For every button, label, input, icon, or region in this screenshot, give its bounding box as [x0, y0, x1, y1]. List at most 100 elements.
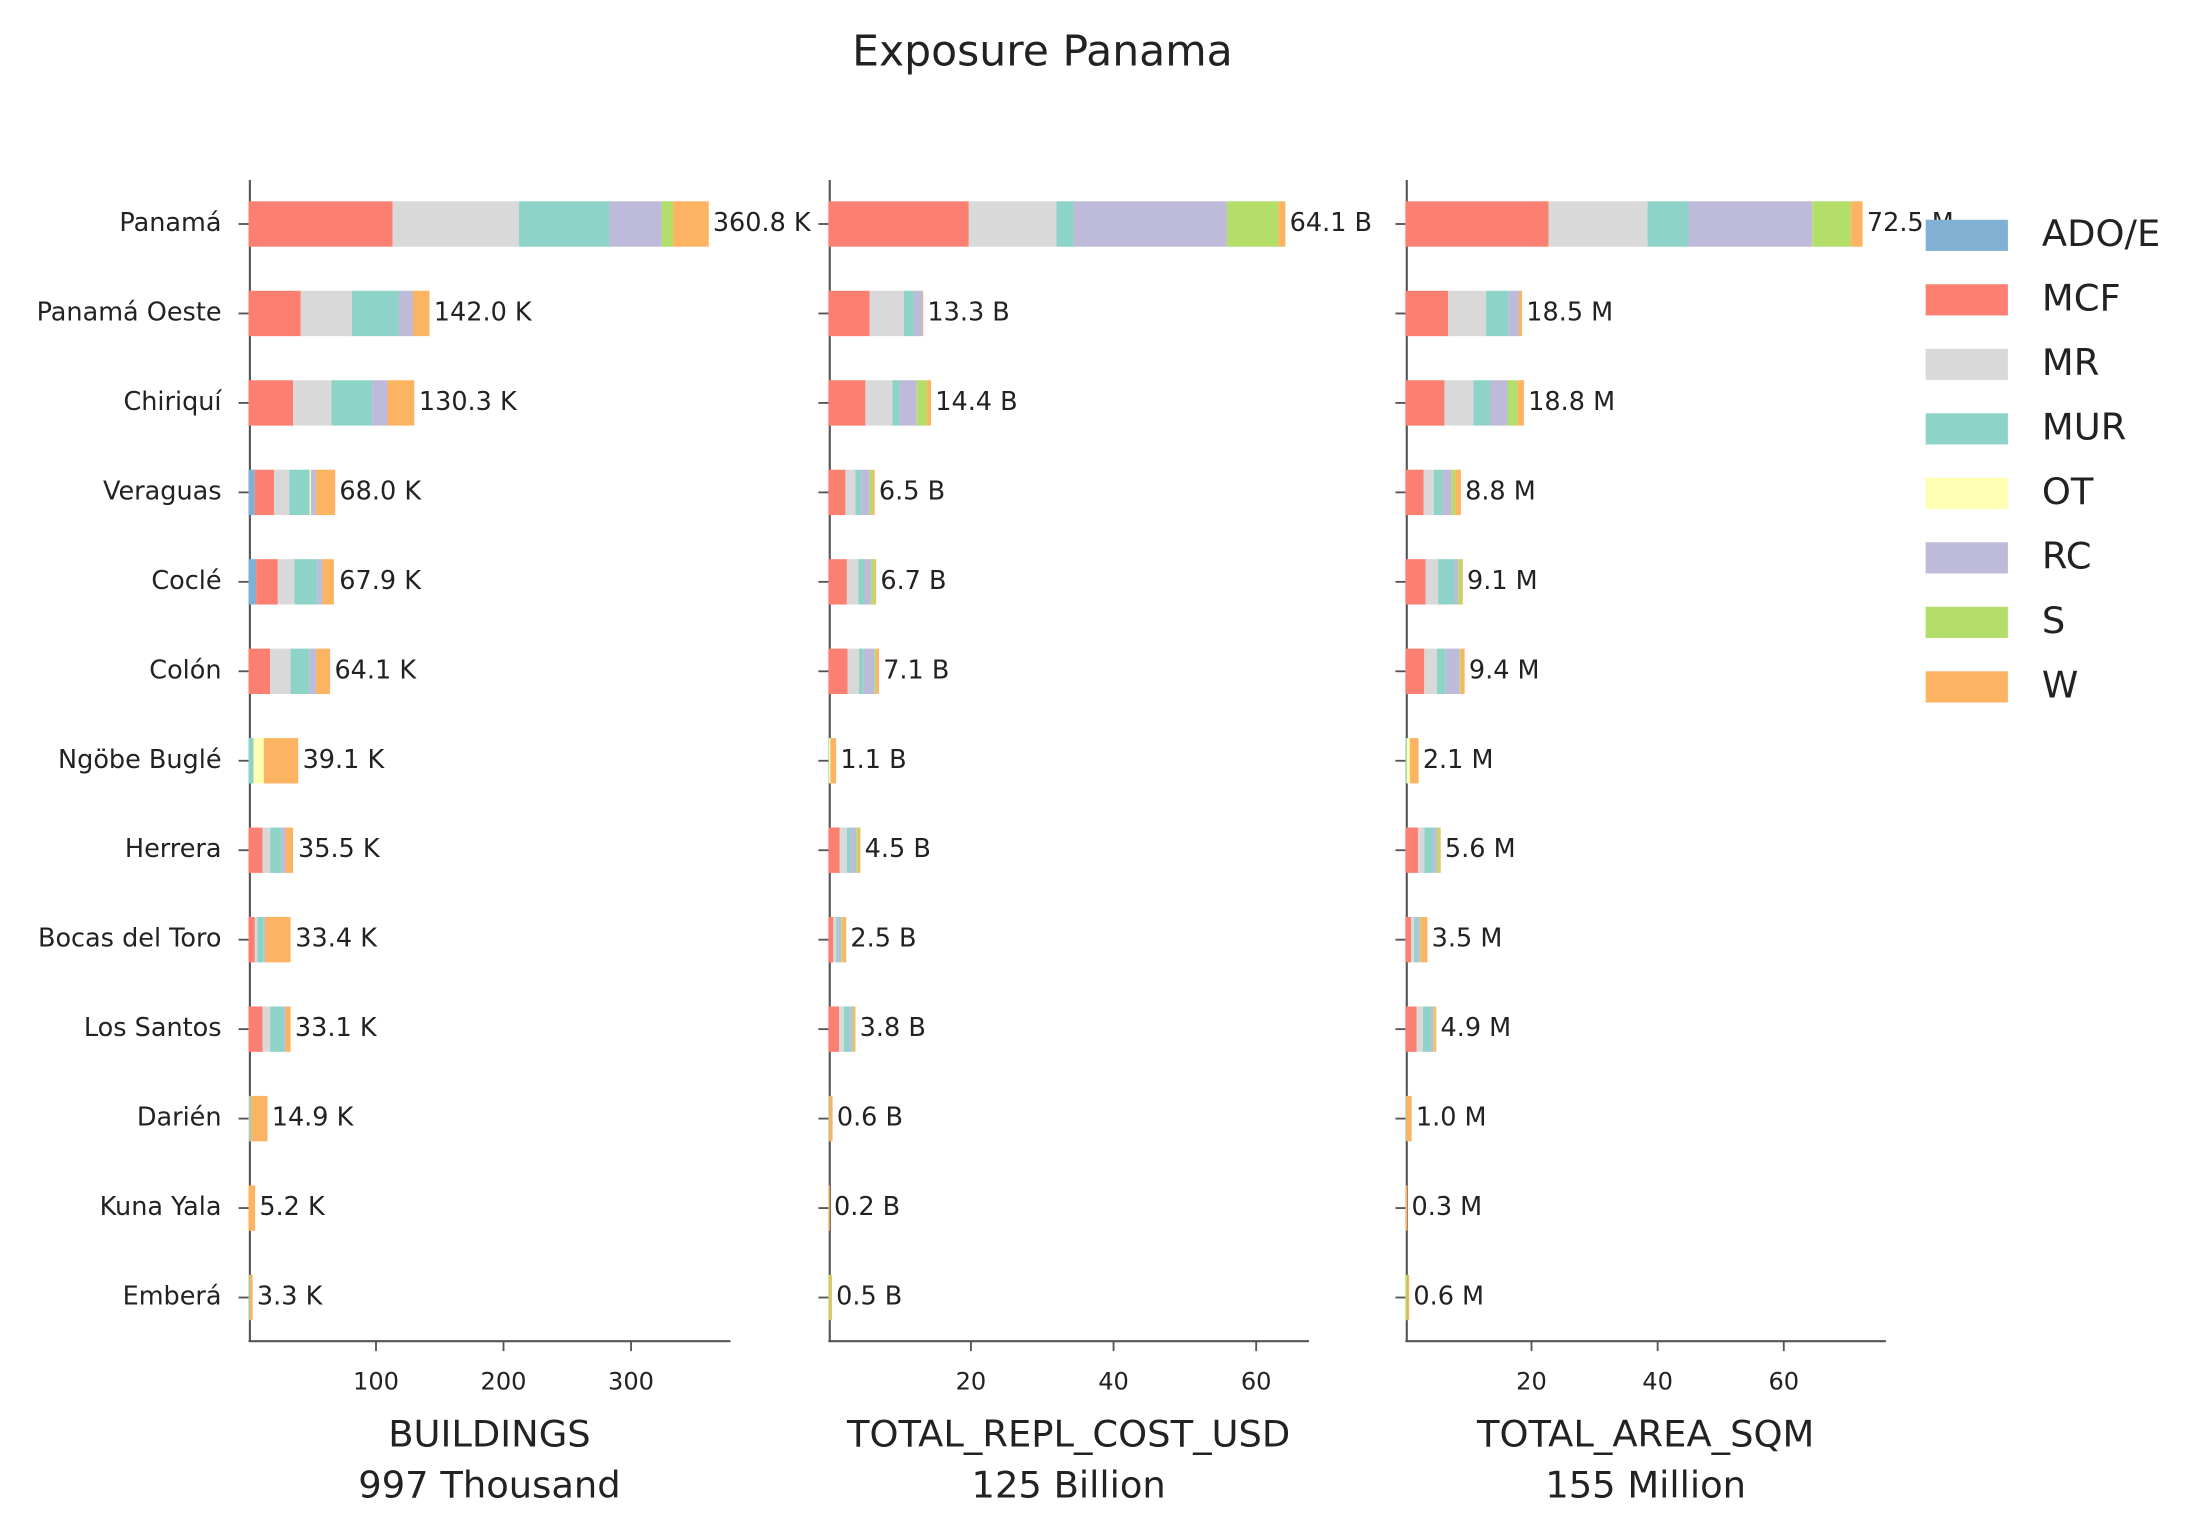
- bar-segment: [892, 380, 900, 426]
- total-label: 18.5 M: [1526, 297, 1613, 327]
- bar-segment: [828, 916, 834, 963]
- total-label: 0.2 B: [834, 1192, 900, 1222]
- bar-segment: [913, 290, 923, 337]
- bar-segment: [833, 916, 837, 963]
- bar-segment: [828, 290, 870, 337]
- bar-segment: [845, 469, 856, 516]
- bar-segment: [1438, 559, 1455, 605]
- bar-segment: [1405, 827, 1418, 873]
- bar-segment: [1278, 201, 1286, 247]
- total-label: 7.1 B: [883, 655, 949, 685]
- bar-segment: [1459, 648, 1461, 694]
- bar-segment: [1439, 827, 1441, 873]
- bar-segment: [248, 1185, 256, 1231]
- y-tick-label: Colón: [149, 655, 221, 685]
- bar-segment: [263, 738, 299, 784]
- bar-segment: [842, 916, 847, 963]
- bar-segment: [317, 559, 323, 605]
- total-label: 0.5 B: [836, 1282, 902, 1312]
- bar-segment: [1405, 290, 1449, 337]
- bar-segment: [281, 827, 286, 873]
- bar-segment: [293, 380, 332, 426]
- x-tick-label: 300: [608, 1367, 654, 1395]
- legend-swatch: [1925, 348, 2008, 380]
- bar-segment: [1448, 290, 1487, 337]
- bar-segment: [1414, 916, 1418, 963]
- bar-segment: [1518, 290, 1523, 337]
- bar-segment: [300, 290, 352, 337]
- bar-segment: [1406, 738, 1410, 784]
- legend-label: W: [2042, 663, 2078, 706]
- bar-segment: [331, 380, 373, 426]
- bar-segment: [257, 916, 264, 963]
- total-label: 9.1 M: [1467, 566, 1538, 596]
- bar-segment: [248, 559, 257, 605]
- bar-segment: [847, 648, 859, 694]
- bar-segment: [1454, 559, 1459, 605]
- bar-segment: [1417, 827, 1425, 873]
- bar-segment: [609, 201, 662, 247]
- bar-segment: [270, 827, 282, 873]
- total-label: 18.8 M: [1528, 387, 1615, 417]
- total-label: 9.4 M: [1469, 655, 1540, 685]
- bar-segment: [284, 1006, 286, 1052]
- bar-segment: [1433, 1006, 1435, 1052]
- y-tick-label: Chiriquí: [123, 387, 222, 417]
- bar-segment: [1056, 201, 1074, 247]
- bar-segment: [248, 648, 271, 694]
- bar-segment: [1436, 827, 1440, 873]
- bar-segment: [1405, 380, 1445, 426]
- legend-swatch: [1925, 219, 2008, 251]
- bar-segment: [874, 648, 877, 694]
- bar-segment: [841, 916, 843, 963]
- x-axis-label: 997 Thousand: [358, 1464, 620, 1507]
- bar-segment: [270, 648, 291, 694]
- bar-segment: [854, 1006, 856, 1052]
- bar-segment: [1425, 559, 1439, 605]
- bar-segment: [861, 469, 870, 516]
- legend-swatch: [1925, 477, 2008, 509]
- y-tick-label: Panamá: [119, 208, 221, 238]
- bar-segment: [316, 469, 336, 516]
- bar-segment: [316, 648, 331, 694]
- bar-segment: [869, 290, 904, 337]
- total-label: 13.3 B: [927, 297, 1009, 327]
- total-label: 64.1 K: [334, 655, 417, 685]
- bar-segment: [398, 290, 413, 337]
- bar-segment: [248, 201, 393, 247]
- bar-segment: [1458, 559, 1462, 605]
- legend-swatch: [1925, 671, 2008, 703]
- y-tick-label: Los Santos: [84, 1013, 222, 1043]
- bar-segment: [828, 738, 830, 784]
- bar-segment: [1405, 1006, 1417, 1052]
- total-label: 14.9 K: [272, 1103, 355, 1133]
- bar-segment: [309, 648, 317, 694]
- bar-segment: [1405, 1185, 1408, 1231]
- total-label: 39.1 K: [303, 745, 386, 775]
- bar-segment: [828, 648, 848, 694]
- bar-segment: [1444, 380, 1474, 426]
- bar-segment: [828, 827, 840, 873]
- bar-segment: [1423, 1006, 1431, 1052]
- bar-segment: [828, 201, 969, 247]
- bar-segment: [846, 827, 851, 873]
- bar-segment: [310, 469, 317, 516]
- bar-segment: [387, 380, 415, 426]
- bar-segment: [263, 916, 266, 963]
- bar-segment: [1688, 201, 1813, 247]
- x-axis-label: BUILDINGS: [388, 1413, 590, 1456]
- bar-segment: [828, 380, 866, 426]
- bar-segment: [285, 827, 294, 873]
- bar-segment: [1451, 469, 1456, 516]
- legend-swatch: [1925, 542, 2008, 574]
- bar-segment: [249, 1095, 252, 1142]
- bar-segment: [1508, 290, 1519, 337]
- bar-segment: [846, 559, 859, 605]
- bar-segment: [1424, 827, 1434, 873]
- bar-segment: [518, 201, 610, 247]
- bar-segment: [248, 469, 255, 516]
- y-tick-label: Kuna Yala: [100, 1192, 222, 1222]
- bar-segment: [1517, 380, 1524, 426]
